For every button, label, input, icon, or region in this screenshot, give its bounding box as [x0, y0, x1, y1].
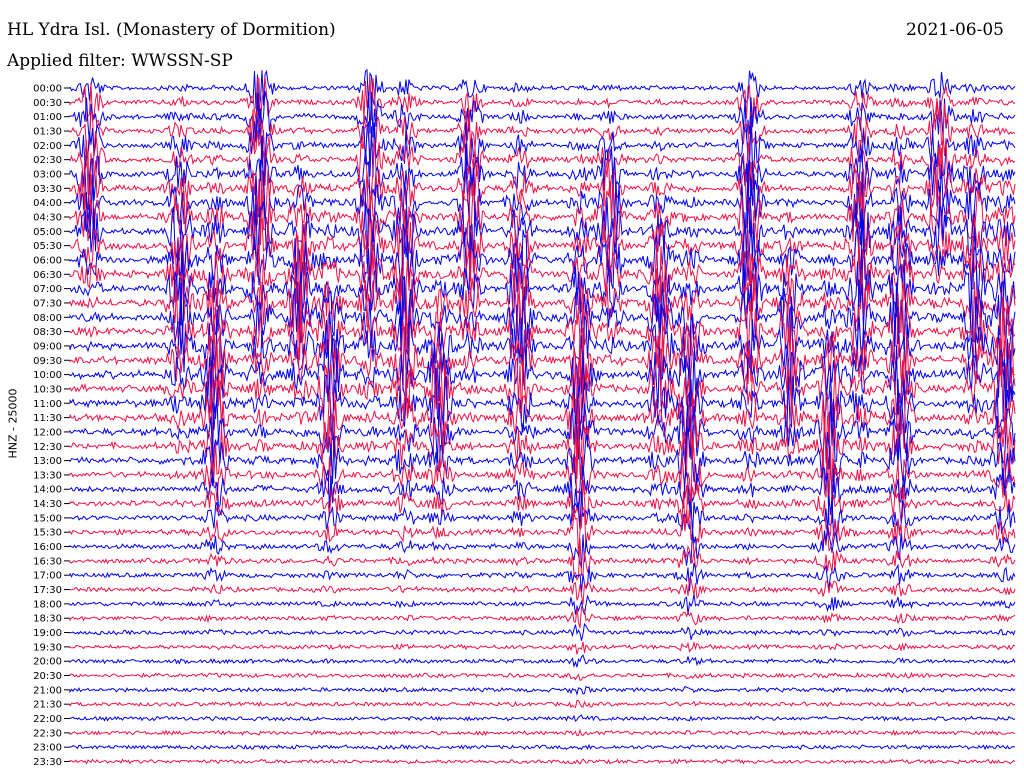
y-tick-label: 09:30	[33, 356, 62, 367]
trace-line	[69, 267, 1016, 346]
y-tick-label: 10:30	[33, 384, 62, 395]
trace-line	[69, 209, 1016, 287]
trace-line	[69, 246, 1016, 327]
y-tick-label: 03:30	[33, 184, 62, 195]
y-tick-label: 06:00	[33, 255, 62, 266]
trace-line	[69, 758, 1016, 765]
y-tick-label: 00:30	[33, 98, 62, 109]
y-tick-label: 20:30	[33, 671, 62, 682]
trace-line	[69, 219, 1016, 296]
trace-line	[69, 334, 1016, 415]
trace-line	[69, 743, 1015, 751]
y-tick-label: 05:00	[33, 227, 62, 238]
y-tick-label: 02:00	[33, 141, 62, 152]
station-title: HL Ydra Isl. (Monastery of Dormition)	[7, 20, 336, 40]
y-tick-label: 07:30	[33, 298, 62, 309]
y-tick-label: 03:00	[33, 169, 62, 180]
trace-line	[69, 562, 1016, 593]
trace-line	[69, 363, 1016, 440]
y-tick-label: 04:00	[33, 198, 62, 209]
trace-line	[69, 379, 1016, 460]
trace-line	[69, 90, 1016, 143]
y-tick-label: 11:00	[33, 399, 62, 410]
y-tick-label: 15:00	[33, 513, 62, 524]
trace-line	[69, 391, 1016, 470]
y-tick-label: 13:30	[33, 470, 62, 481]
y-tick-label: 08:30	[33, 327, 62, 338]
y-tick-label: 15:30	[33, 528, 62, 539]
y-tick-label: 06:30	[33, 270, 62, 281]
trace-line	[69, 411, 1016, 482]
y-tick-label: 08:00	[33, 313, 62, 324]
y-tick-label: 01:30	[33, 126, 62, 137]
y-tick-label: 14:00	[33, 485, 62, 496]
y-tick-label: 12:00	[33, 427, 62, 438]
trace-line	[69, 622, 1016, 641]
trace-line	[69, 577, 1016, 605]
trace-line	[69, 538, 1016, 582]
y-tick-label: 19:30	[33, 642, 62, 653]
trace-line	[69, 605, 1016, 628]
y-tick-label: 20:00	[33, 657, 62, 668]
y-tick-label: 21:30	[33, 700, 62, 711]
trace-line	[69, 526, 1016, 568]
trace-line	[69, 594, 1016, 615]
y-tick-label: 16:00	[33, 542, 62, 553]
trace-line	[69, 108, 1016, 180]
trace-line	[69, 685, 1016, 697]
y-tick-label: 01:00	[33, 112, 62, 123]
y-tick-label: 22:30	[33, 728, 62, 739]
trace-line	[69, 654, 1016, 668]
y-tick-label: 21:00	[33, 685, 62, 696]
trace-line	[69, 233, 1016, 314]
y-tick-label: 09:00	[33, 341, 62, 352]
filter-label: Applied filter: WWSSN-SP	[7, 51, 233, 71]
trace-line	[69, 76, 1016, 127]
trace-line	[69, 671, 1016, 681]
y-tick-label: 19:00	[33, 628, 62, 639]
trace-line	[69, 728, 1016, 737]
y-tick-label: 12:30	[33, 442, 62, 453]
trace-line	[69, 159, 1016, 239]
trace-line	[69, 303, 1016, 388]
trace-line	[69, 465, 1016, 526]
y-tick-label: 18:00	[33, 599, 62, 610]
trace-line	[69, 122, 1016, 196]
trace-line	[69, 197, 1016, 273]
trace-line	[69, 68, 1016, 110]
trace-line	[69, 489, 1016, 536]
trace-line	[69, 147, 1016, 227]
y-tick-label: 17:30	[33, 585, 62, 596]
y-tick-label: 16:30	[33, 556, 62, 567]
y-tick-label: 10:00	[33, 370, 62, 381]
y-tick-label: 07:00	[33, 284, 62, 295]
y-tick-label: 23:30	[33, 757, 62, 768]
trace-line	[69, 472, 1016, 537]
y-tick-label: 18:30	[33, 614, 62, 625]
y-tick-label: 22:00	[33, 714, 62, 725]
trace-line	[69, 101, 1016, 165]
y-tick-label: 17:00	[33, 571, 62, 582]
y-tick-label: 05:30	[33, 241, 62, 252]
trace-line	[69, 293, 1016, 372]
y-tick-label: 23:00	[33, 743, 62, 754]
y-tick-label: 04:30	[33, 212, 62, 223]
y-tick-label: 11:30	[33, 413, 62, 424]
y-tick-label: 14:30	[33, 499, 62, 510]
trace-line	[69, 322, 1016, 400]
trace-line	[69, 179, 1016, 259]
trace-line	[69, 135, 1016, 211]
y-tick-label: 00:00	[33, 84, 62, 95]
trace-line	[69, 505, 1016, 557]
trace-line	[69, 699, 1016, 709]
record-date: 2021-06-05	[905, 20, 1004, 40]
trace-line	[69, 641, 1016, 655]
trace-line	[69, 714, 1016, 723]
y-tick-label: 13:00	[33, 456, 62, 467]
trace-line	[69, 440, 1016, 513]
trace-line	[69, 350, 1016, 425]
y-tick-label: 02:30	[33, 155, 62, 166]
